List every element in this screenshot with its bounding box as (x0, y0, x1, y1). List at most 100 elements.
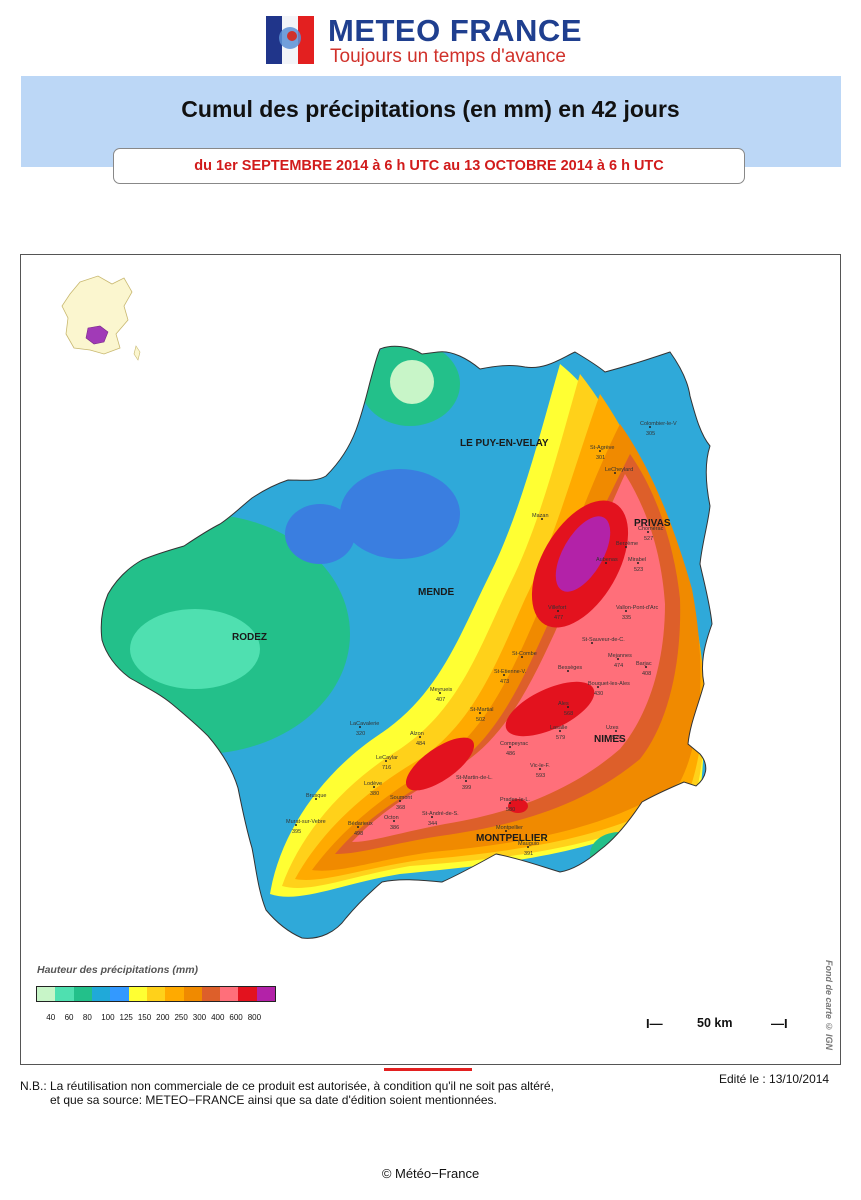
station-name: Chomérac (638, 526, 664, 532)
legend-title: Hauteur des précipitations (mm) (37, 964, 199, 976)
station-dot (399, 800, 401, 802)
station-value: 474 (614, 663, 623, 669)
legend-tick-label: 300 (192, 1013, 207, 1022)
station-name: Prades-le-L. (500, 797, 530, 803)
station-name: Meyrueis (430, 687, 453, 693)
precipitation-zones (101, 346, 712, 939)
station-name: Mauguio (518, 841, 539, 847)
station-value: 380 (370, 791, 379, 797)
station-value: 580 (506, 807, 515, 813)
legend-swatch (238, 987, 257, 1001)
station-name: St-André-de-S. (422, 811, 459, 817)
station-dot (373, 786, 375, 788)
station-dot (591, 642, 593, 644)
station-name: Vallon-Pont-d'Arc (616, 605, 658, 611)
station-dot (617, 658, 619, 660)
station-name: Ales (558, 701, 569, 707)
station-dot (393, 820, 395, 822)
edition-date: Edité le : 13/10/2014 (719, 1072, 830, 1086)
legend-tick-label: 200 (156, 1013, 170, 1022)
station-dot (597, 686, 599, 688)
station-value: 579 (556, 735, 565, 741)
usage-note: N.B.: La réutilisation non commerciale d… (20, 1079, 554, 1107)
station-dot (605, 562, 607, 564)
station-value: 301 (596, 455, 605, 461)
station-dot (315, 798, 317, 800)
station-value: 335 (622, 615, 631, 621)
station-value: 320 (356, 731, 365, 737)
station-dot (645, 666, 647, 668)
legend-tick-label: 600 (229, 1013, 243, 1022)
station-value: 523 (634, 567, 643, 573)
station-name: St-Combe (512, 651, 537, 657)
station-value: 529 (612, 735, 621, 741)
station-name: St-Agrève (590, 445, 614, 451)
legend-tick-label: 150 (137, 1013, 152, 1022)
station-name: Bessèges (558, 665, 582, 671)
legend-tick-label: 80 (82, 1013, 92, 1022)
station-name: LaCavalerie (350, 721, 379, 727)
period-label: du 1er SEPTEMBRE 2014 à 6 h UTC au 13 OC… (113, 148, 745, 184)
legend-swatch (201, 987, 221, 1001)
station-name: Aubenas (596, 557, 618, 563)
station-dot (505, 830, 507, 832)
city-label: LE PUY-EN-VELAY (460, 438, 549, 449)
station-name: LeCheylard (605, 467, 633, 473)
station-dot (615, 730, 617, 732)
city-label: NIMES (594, 734, 626, 745)
station-dot (465, 780, 467, 782)
station-name: Vic-le-F. (530, 763, 550, 769)
station-dot (527, 846, 529, 848)
station-name: Mejannes (608, 653, 632, 659)
station-value: 344 (428, 821, 437, 827)
station-name: Murat-sur-Vebre (286, 819, 326, 825)
station-name: Colombier-le-V (640, 421, 677, 427)
legend-swatch (91, 987, 111, 1001)
station-dot (479, 712, 481, 714)
map-credit: Fond de carte © IGN (824, 960, 834, 1051)
brand-tagline: Toujours un temps d'avance (330, 46, 566, 67)
legend-swatch (128, 987, 147, 1001)
legend-swatch (110, 987, 129, 1001)
station-value: 430 (594, 691, 603, 697)
station-dot (539, 768, 541, 770)
station-value: 593 (536, 773, 545, 779)
station-dot (503, 674, 505, 676)
station-dot (567, 670, 569, 672)
station-dot (625, 546, 627, 548)
station-name: Villefort (548, 605, 567, 611)
station-name: Lodève (364, 781, 382, 787)
station-value: 486 (506, 751, 515, 757)
station-value: 395 (292, 829, 301, 835)
station-name: Compeyrac (500, 741, 528, 747)
station-value: 477 (554, 615, 563, 621)
legend-tick-label: 800 (247, 1013, 262, 1022)
legend-swatch (220, 987, 239, 1001)
brand-name: METEO FRANCE (328, 13, 582, 48)
station-dot (357, 826, 359, 828)
legend-tick-label: 100 (101, 1013, 115, 1022)
map-frame (20, 254, 841, 1065)
station-value: 527 (644, 536, 653, 542)
station-dot (599, 450, 601, 452)
station-name: Lasalle (550, 725, 567, 731)
station-value: 305 (646, 431, 655, 437)
legend-swatch (146, 987, 166, 1001)
station-dot (521, 656, 523, 658)
station-value: 473 (500, 679, 509, 685)
station-name: Barjac (636, 661, 652, 667)
station-dot (509, 802, 511, 804)
station-name: Montpellier (496, 825, 523, 831)
scale-label: 50 km (697, 1016, 733, 1030)
city-label: MONTPELLIER (476, 833, 548, 844)
station-dot (431, 816, 433, 818)
scale-bar-right: —I (771, 1016, 788, 1031)
station-dot (295, 824, 297, 826)
legend-tick-label: 250 (174, 1013, 188, 1022)
legend-swatch (165, 987, 184, 1001)
station-dot (509, 746, 511, 748)
station-name: LeCaylar (376, 755, 398, 761)
station-value: 368 (396, 805, 405, 811)
station-name: Uzes (606, 725, 619, 731)
